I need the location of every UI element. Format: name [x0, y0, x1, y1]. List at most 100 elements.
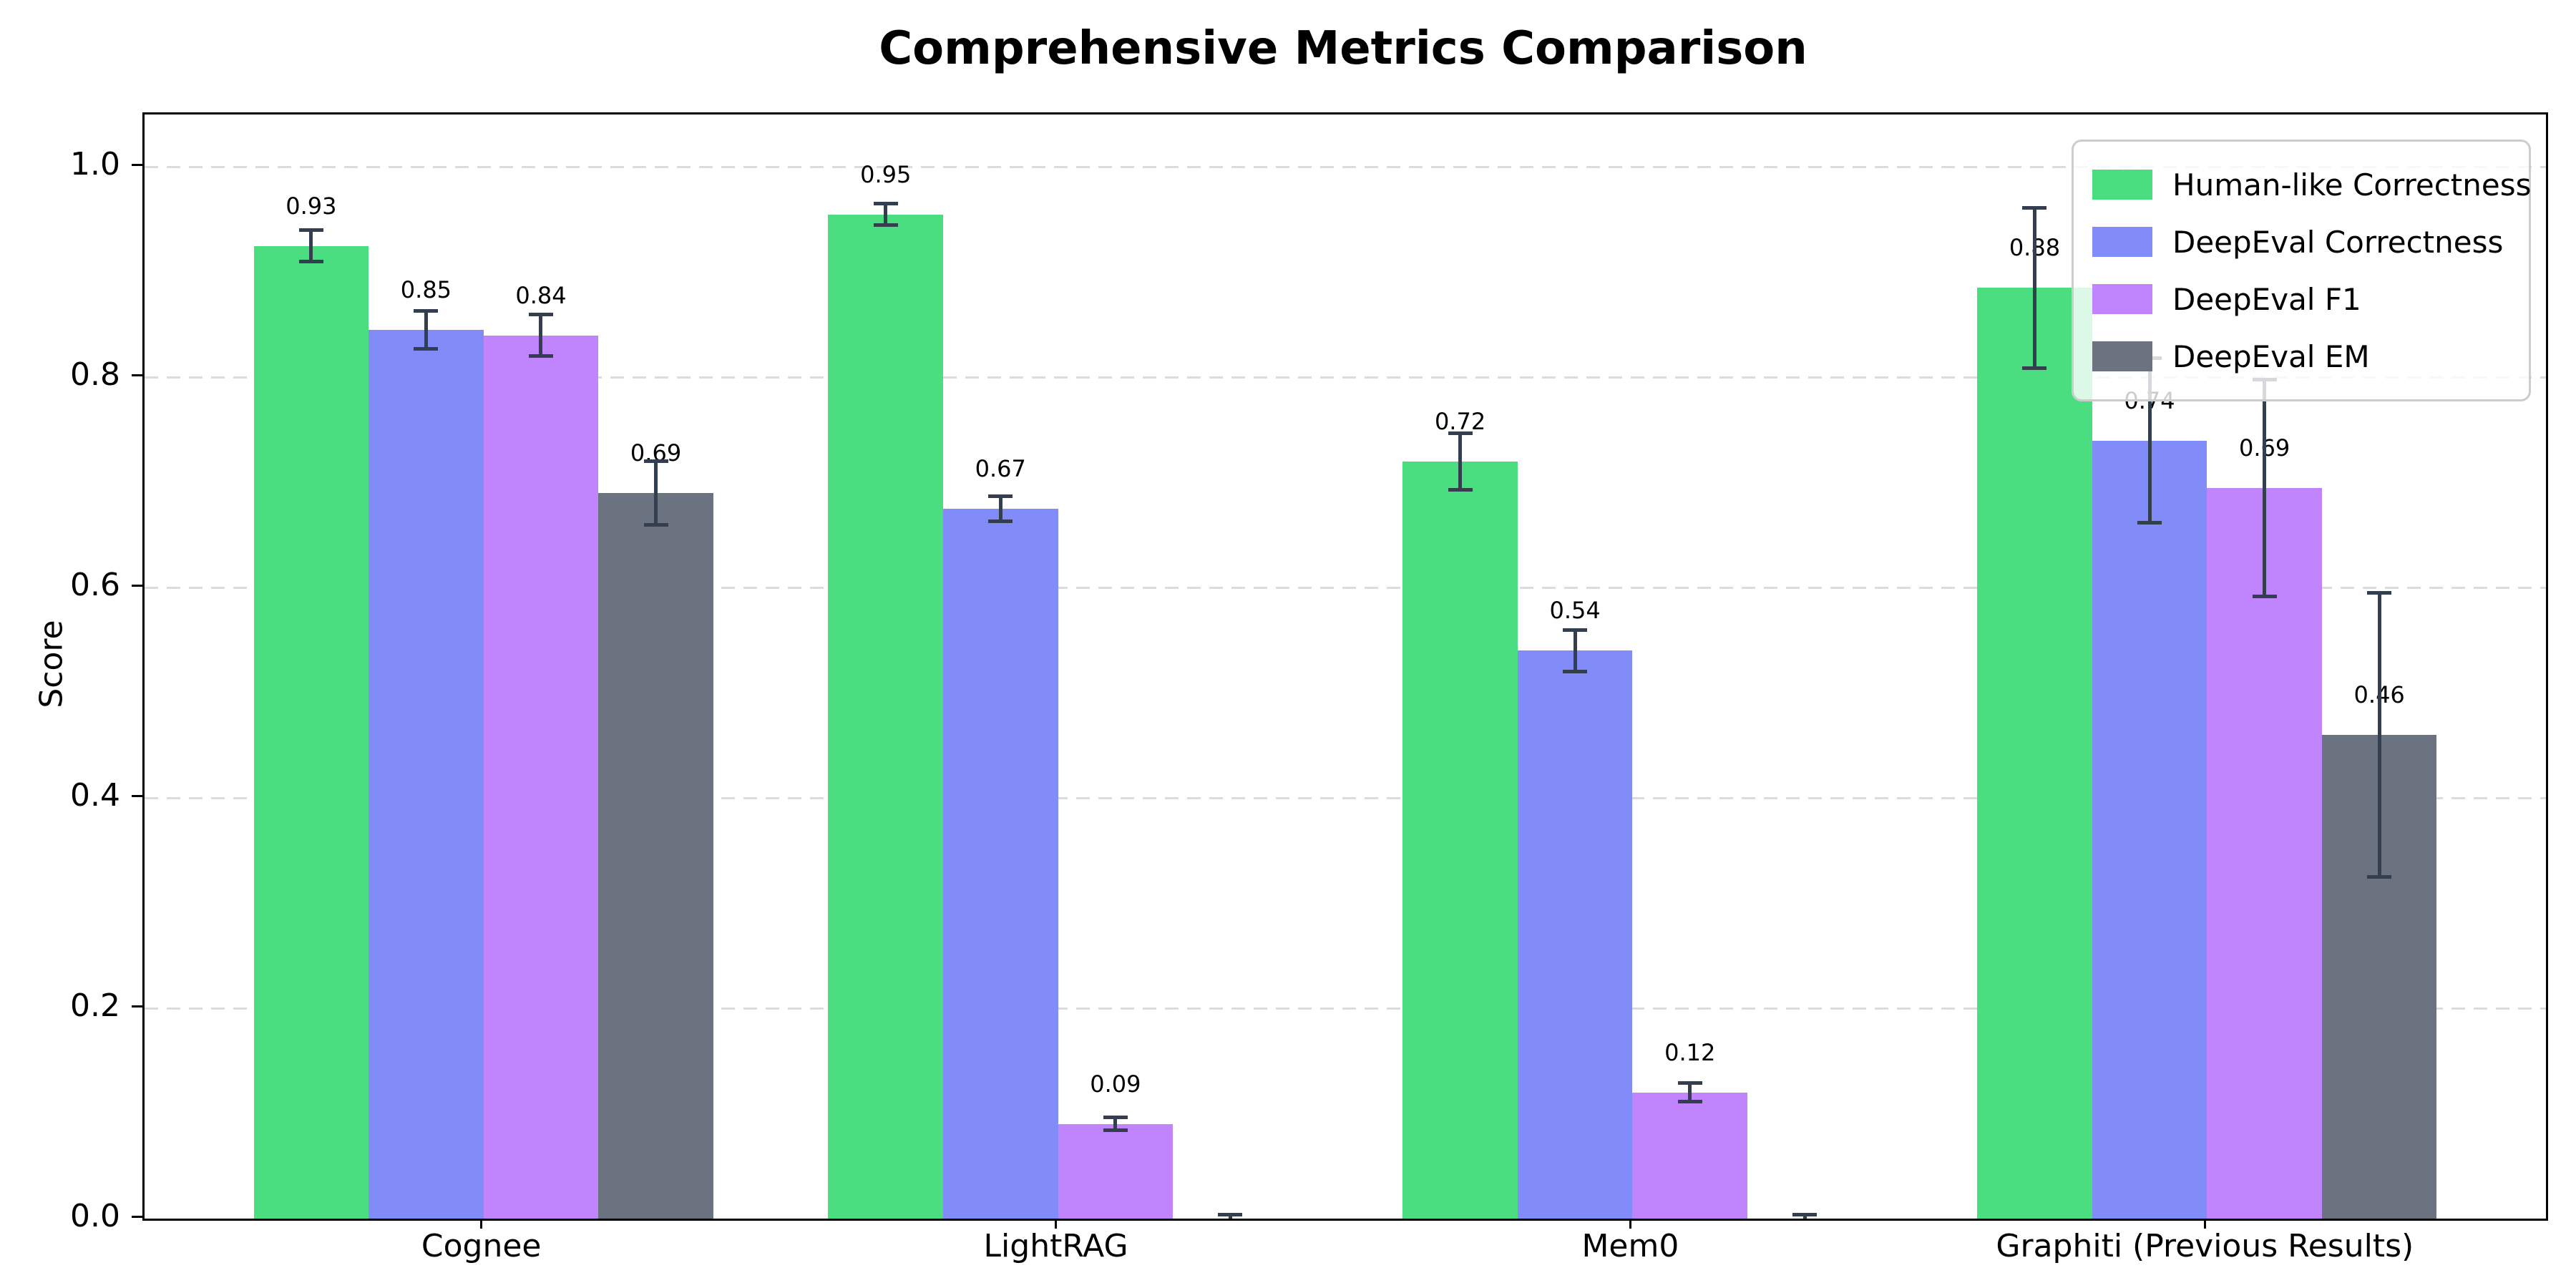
- gridline: [145, 165, 2546, 168]
- x-tick: [1055, 1217, 1058, 1229]
- bar: [483, 335, 599, 1219]
- error-bar-cap-bottom: [1103, 1128, 1128, 1133]
- error-bar-cap-top: [988, 494, 1013, 498]
- error-bar-cap-bottom: [1677, 1100, 1702, 1104]
- y-tick: [132, 1215, 142, 1218]
- chart-title: Comprehensive Metrics Comparison: [879, 22, 1807, 75]
- plot-area: 0.930.950.720.880.850.670.540.740.840.09…: [142, 112, 2548, 1221]
- error-bar-cap-top: [414, 309, 439, 313]
- x-tick-label: Graphiti (Previous Results): [1996, 1228, 2414, 1264]
- legend-swatch: [2092, 227, 2152, 257]
- x-tick-label: Cognee: [421, 1228, 542, 1264]
- error-bar-cap-top: [298, 228, 323, 233]
- error-bar: [998, 496, 1002, 522]
- y-tick: [132, 1005, 142, 1008]
- error-bar-cap-bottom: [2367, 874, 2392, 879]
- error-bar: [1573, 630, 1577, 672]
- bar: [253, 245, 369, 1219]
- y-tick-label: 0.8: [70, 356, 120, 394]
- legend-item: DeepEval EM: [2092, 328, 2510, 385]
- bar-value-label: 0.12: [1664, 1038, 1716, 1066]
- bar: [942, 509, 1058, 1219]
- y-tick-label: 0.4: [70, 777, 120, 814]
- bar: [1058, 1123, 1174, 1219]
- bar-value-label: 0.67: [975, 455, 1026, 483]
- bar-value-label: 0.84: [515, 281, 567, 309]
- error-bar: [2263, 379, 2267, 597]
- bar-value-label: 0.09: [1090, 1070, 1141, 1098]
- error-bar-cap-top: [1103, 1116, 1128, 1120]
- error-bar-cap-bottom: [2137, 520, 2162, 525]
- y-tick: [132, 794, 142, 797]
- x-tick-label: Mem0: [1581, 1228, 1679, 1264]
- y-tick-label: 0.0: [70, 1198, 120, 1234]
- legend-swatch: [2092, 170, 2152, 200]
- error-bar-cap-bottom: [298, 260, 323, 264]
- error-bar-cap-bottom: [1448, 488, 1473, 492]
- error-bar-cap-bottom: [1563, 670, 1588, 674]
- gridline: [145, 796, 2546, 799]
- y-tick-label: 1.0: [70, 146, 120, 183]
- bar-value-label: 0.95: [860, 160, 912, 188]
- x-tick: [480, 1217, 483, 1229]
- x-tick: [1629, 1217, 1631, 1229]
- error-bar: [309, 230, 313, 262]
- bar-value-label: 0.72: [1434, 407, 1486, 435]
- error-bar-cap-top: [873, 202, 898, 206]
- legend-item: DeepEval F1: [2092, 270, 2510, 328]
- bar: [2092, 440, 2207, 1219]
- error-bar-cap-top: [1677, 1080, 1702, 1085]
- error-bar: [424, 311, 428, 349]
- bar: [1632, 1092, 1747, 1219]
- bar: [828, 214, 943, 1219]
- error-bar: [1802, 1214, 1807, 1219]
- legend: Human-like Correctness DeepEval Correctne…: [2072, 140, 2532, 401]
- legend-label: Human-like Correctness: [2172, 167, 2532, 203]
- bar-value-label: 0.85: [400, 276, 452, 304]
- bar: [1977, 288, 2092, 1219]
- error-bar-cap-top: [2367, 591, 2392, 595]
- error-bar: [884, 203, 888, 225]
- legend-swatch: [2092, 341, 2152, 371]
- y-axis-title: Score: [33, 620, 70, 708]
- legend-item: DeepEval Correctness: [2092, 213, 2510, 270]
- error-bar-cap-top: [1448, 431, 1473, 435]
- bar-value-label: 0.54: [1549, 597, 1601, 625]
- error-bar-cap-top: [1792, 1212, 1818, 1216]
- error-bar: [2032, 208, 2036, 369]
- bar: [1402, 461, 1518, 1219]
- x-tick-label: LightRAG: [983, 1228, 1128, 1264]
- gridline: [145, 376, 2546, 379]
- gridline: [145, 586, 2546, 589]
- error-bar: [2377, 592, 2381, 877]
- error-bar-cap-top: [1563, 628, 1588, 632]
- error-bar-cap-top: [643, 459, 668, 464]
- x-tick: [2203, 1217, 2206, 1229]
- y-tick: [132, 584, 142, 587]
- y-tick-label: 0.6: [70, 567, 120, 604]
- plot-inner-layer: 0.930.950.720.880.850.670.540.740.840.09…: [145, 114, 2546, 1219]
- bar: [2207, 487, 2322, 1219]
- error-bar-cap-top: [2022, 206, 2047, 210]
- legend-label: DeepEval Correctness: [2172, 224, 2504, 260]
- y-tick-label: 0.2: [70, 987, 120, 1025]
- legend-item: Human-like Correctness: [2092, 156, 2532, 213]
- error-bar: [1228, 1214, 1232, 1219]
- y-tick: [132, 374, 142, 376]
- error-bar: [1458, 433, 1463, 490]
- error-bar: [1113, 1117, 1118, 1131]
- legend-label: DeepEval F1: [2172, 281, 2361, 317]
- error-bar: [2147, 358, 2152, 523]
- error-bar-cap-bottom: [414, 347, 439, 351]
- error-bar: [1688, 1083, 1692, 1102]
- error-bar-cap-bottom: [643, 522, 668, 527]
- bar: [1517, 650, 1633, 1219]
- error-bar: [539, 314, 543, 356]
- error-bar-cap-top: [528, 312, 553, 316]
- error-bar-cap-bottom: [988, 519, 1013, 524]
- gridline: [145, 1007, 2546, 1010]
- error-bar-cap-bottom: [2252, 594, 2277, 598]
- y-tick: [132, 163, 142, 166]
- error-bar-cap-bottom: [873, 223, 898, 227]
